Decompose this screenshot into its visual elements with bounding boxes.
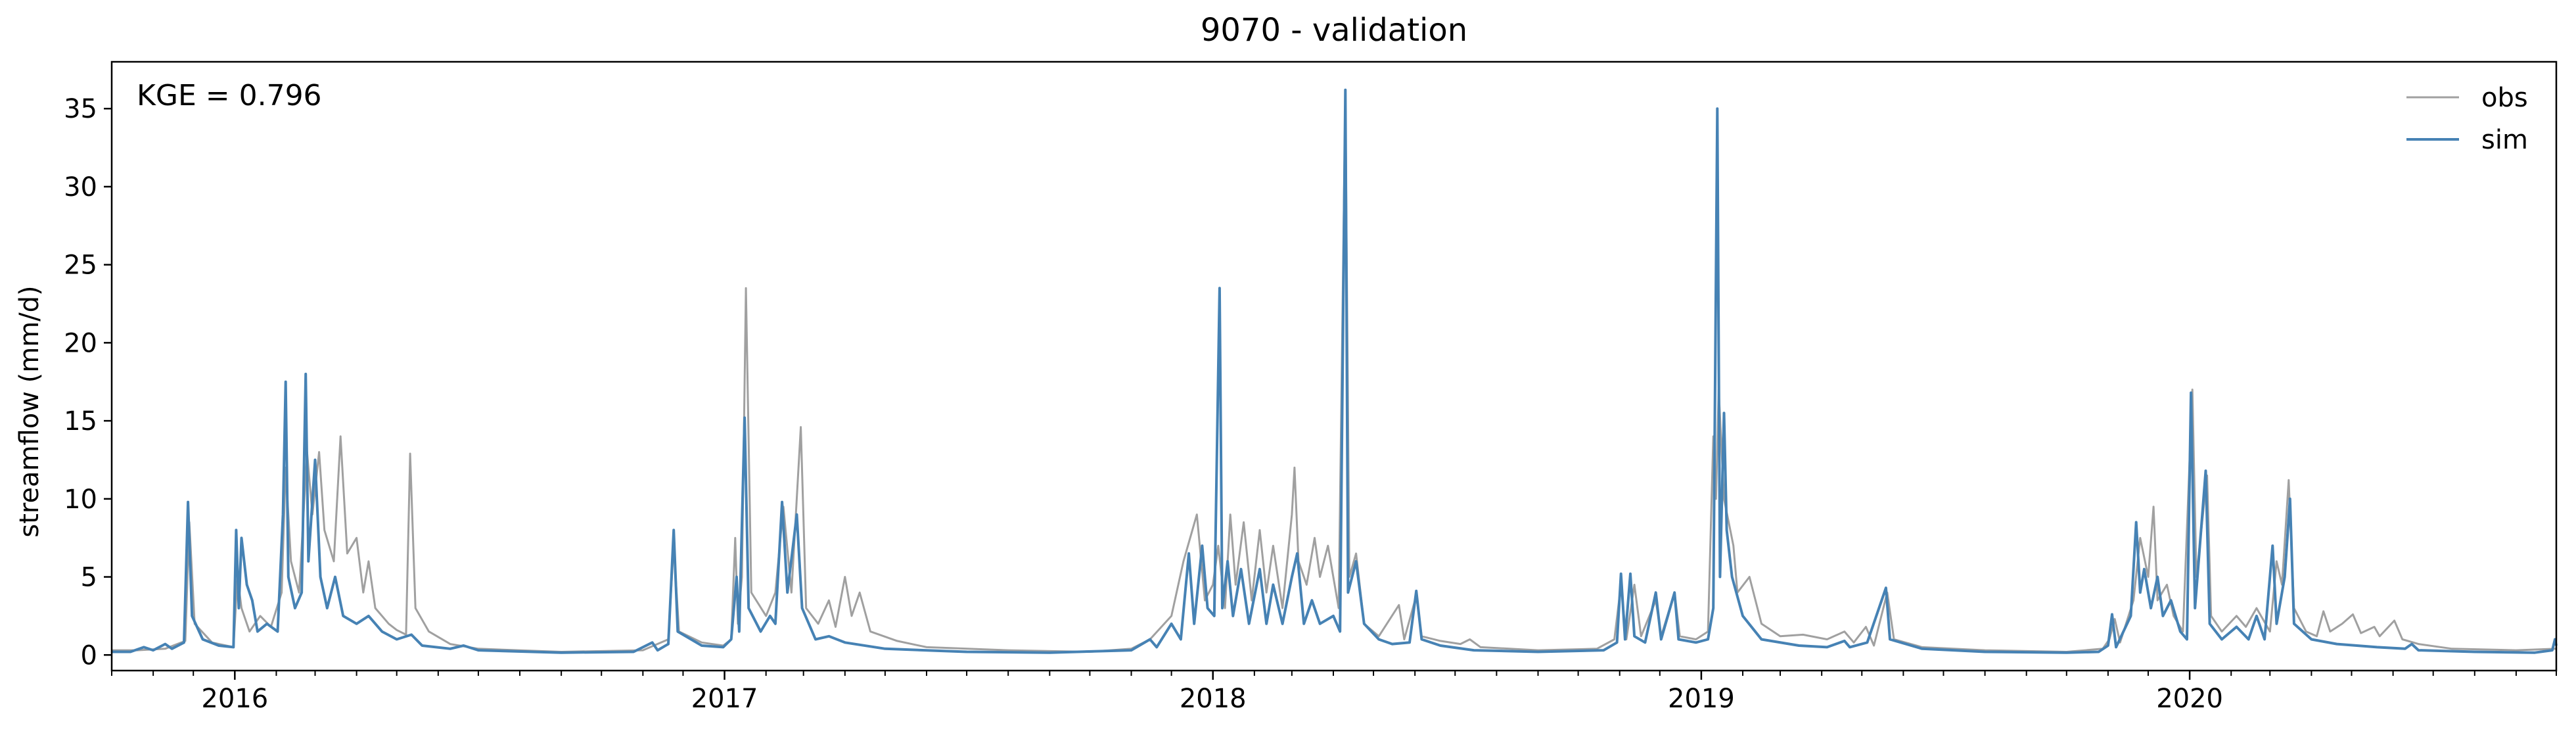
legend: obs sim	[2406, 83, 2528, 155]
legend-label-sim: sim	[2481, 125, 2528, 155]
x-tick-label: 2020	[2156, 684, 2223, 714]
axes-layer: 0 5 10 15 20 25 30 35 2016 2017 2018 2019 2020	[64, 94, 2557, 714]
kge-annotation: KGE = 0.796	[137, 79, 322, 112]
y-tick-label: 30	[64, 172, 97, 202]
x-tick-label: 2017	[691, 684, 758, 714]
y-tick-label: 10	[64, 485, 97, 515]
series-line-sim	[112, 88, 2558, 654]
y-tick-label: 15	[64, 406, 97, 437]
y-tick-label: 20	[64, 328, 97, 358]
y-axis-label: streamflow (mm/d)	[14, 285, 45, 537]
chart-title: 9070 - validation	[1201, 12, 1467, 49]
series-line-obs	[112, 92, 2557, 653]
y-tick-label: 5	[81, 563, 97, 593]
y-tick-label: 25	[64, 250, 97, 281]
plot-frame	[110, 60, 2558, 672]
x-tick-label: 2016	[201, 684, 268, 714]
y-tick-label: 0	[81, 640, 97, 671]
series-layer	[112, 88, 2558, 654]
x-tick-label: 2018	[1180, 684, 1247, 714]
y-tick-label: 35	[64, 94, 97, 124]
x-tick-label: 2019	[1668, 684, 1735, 714]
legend-label-obs: obs	[2481, 83, 2528, 113]
